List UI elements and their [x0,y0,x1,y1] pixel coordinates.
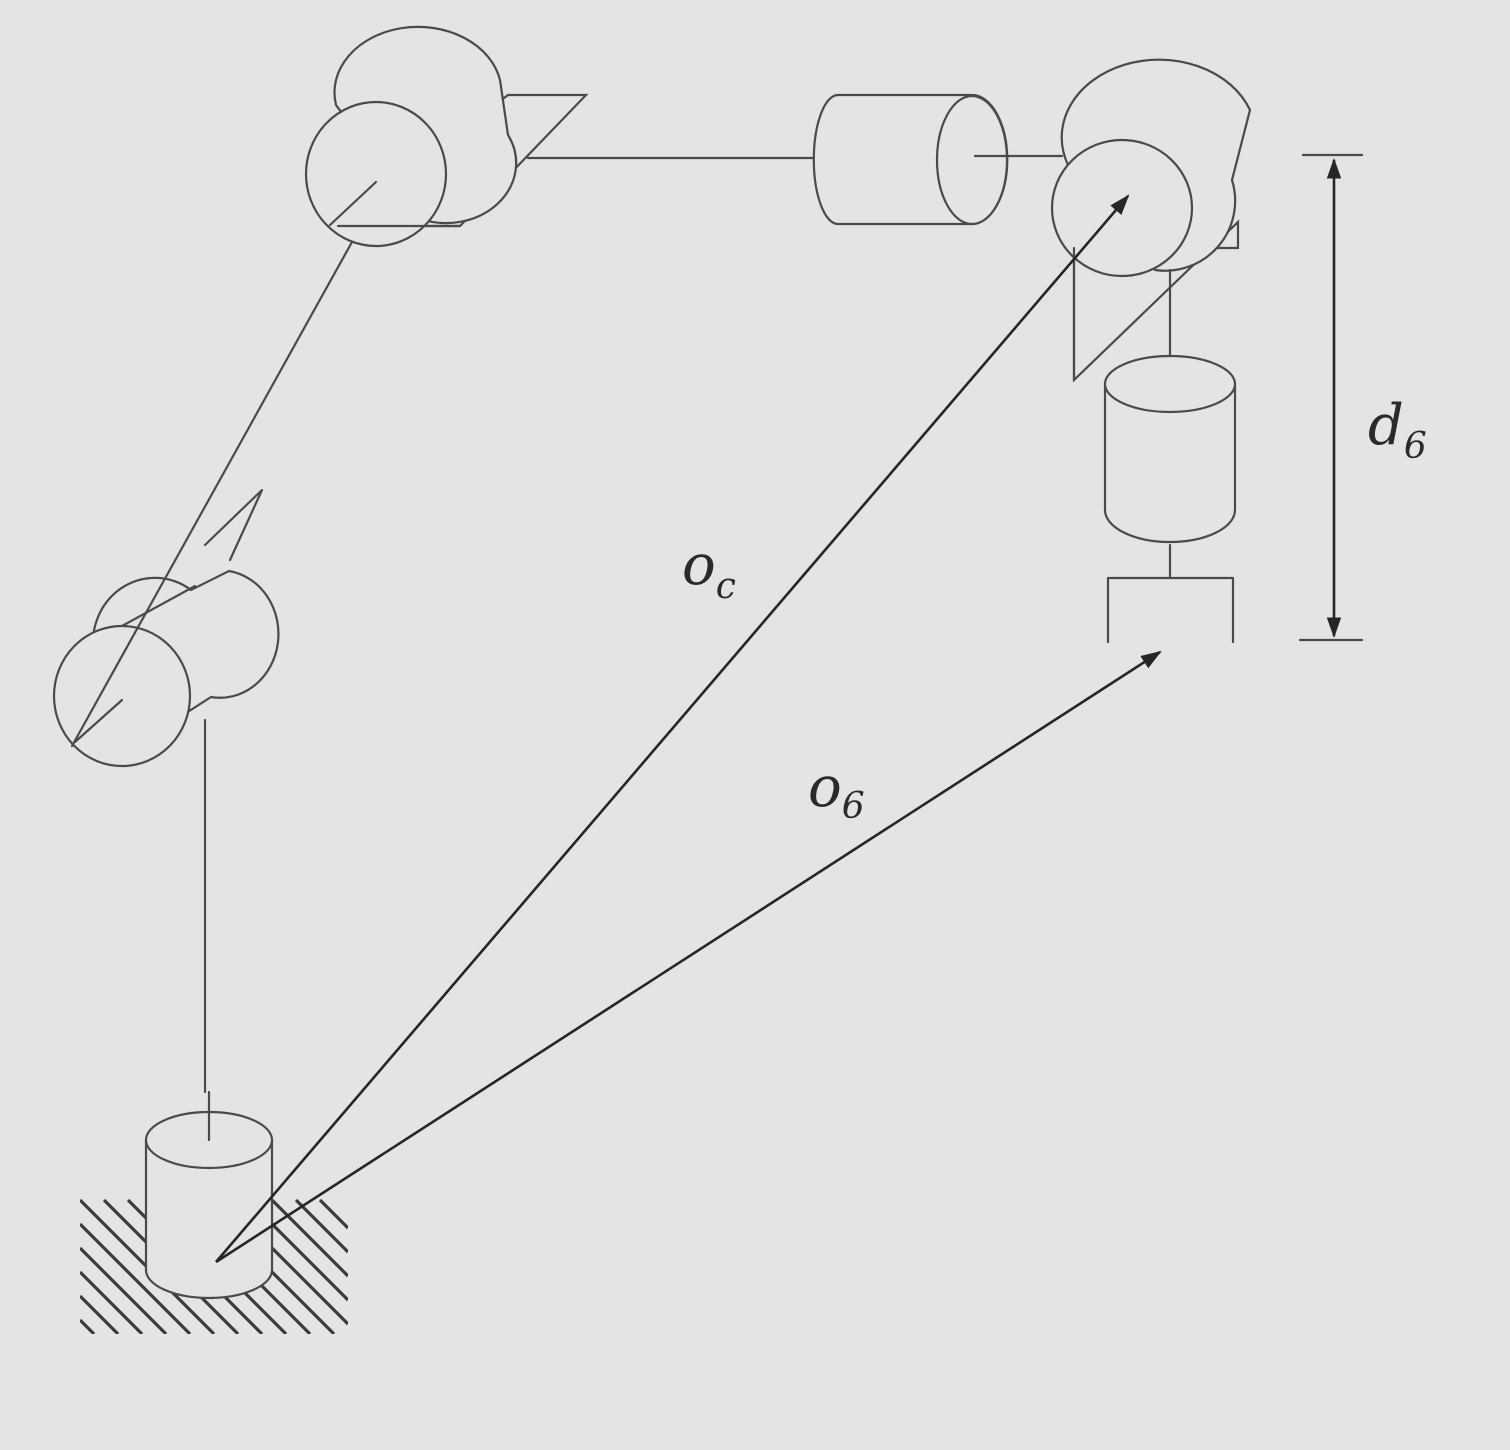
shoulder-joint [52,488,280,768]
o6-label: o6 [808,755,865,827]
base-joint [144,1090,274,1300]
o6-vector [215,650,1162,1264]
wrist-joint [1050,58,1252,383]
gripper [1106,576,1235,644]
link-2 [70,240,354,748]
d6-label: d6 [1368,393,1427,467]
elbow-joint [304,25,589,248]
forearm-joint [812,93,1064,226]
tool-joint [1103,354,1237,580]
joint-2-axis [73,698,124,744]
oc-label: oc [682,533,736,607]
d6-dimension [1298,153,1364,642]
oc-vector [215,194,1130,1263]
